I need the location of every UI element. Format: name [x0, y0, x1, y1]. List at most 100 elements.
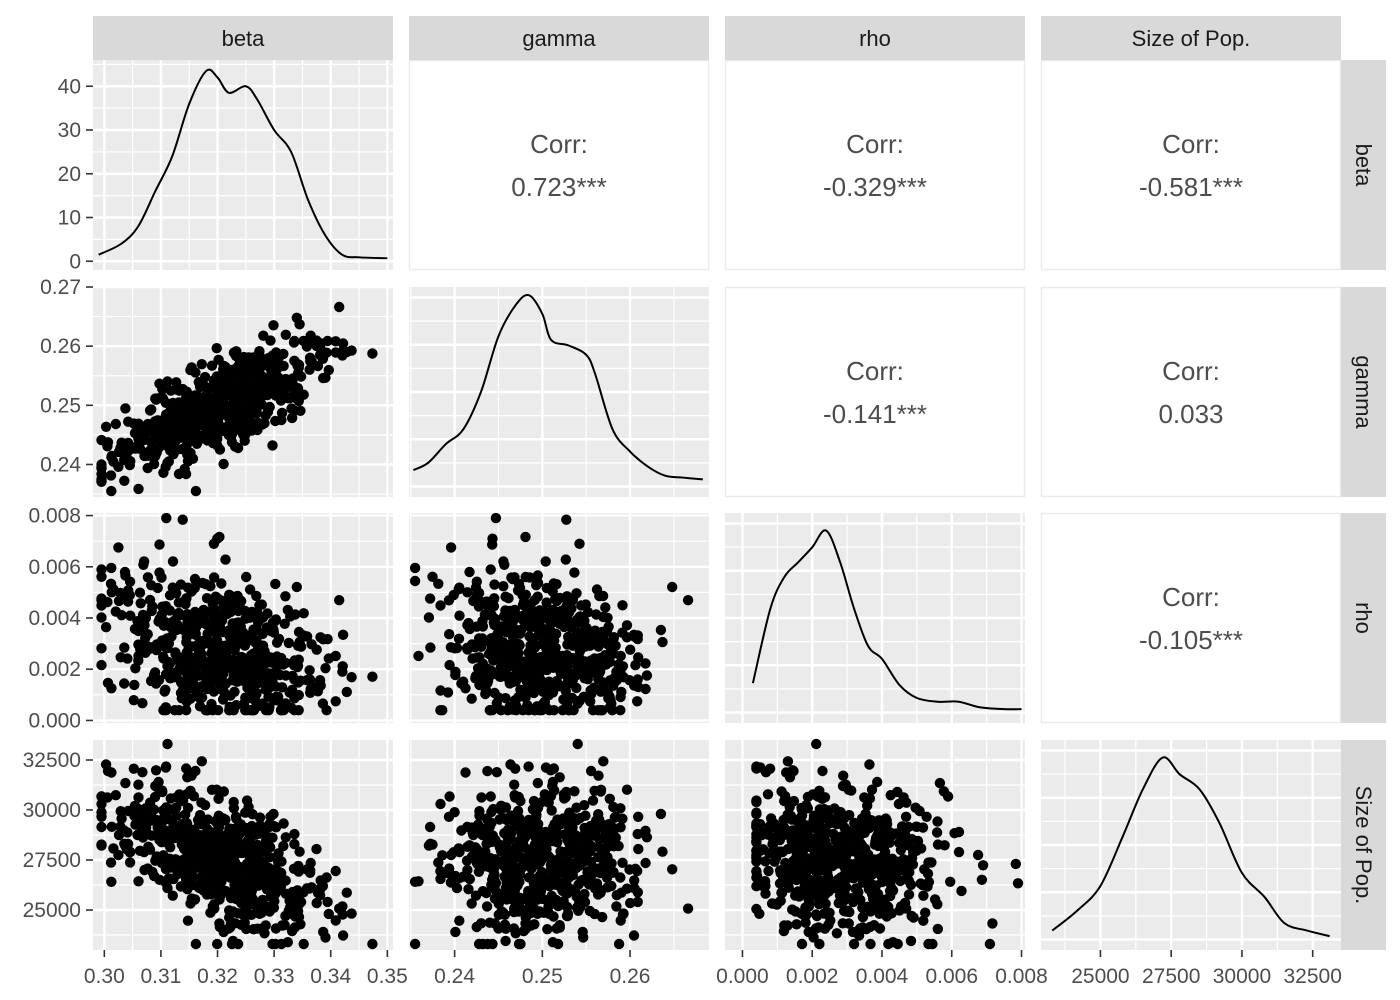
scatter-point: [550, 863, 561, 875]
scatter-point: [797, 886, 809, 898]
scatter-point: [615, 705, 626, 716]
scatter-point: [468, 595, 479, 607]
scatter-point: [450, 666, 461, 677]
scatter-point: [286, 403, 297, 414]
x-tick-label: 0.002: [786, 965, 839, 988]
scatter-point: [150, 855, 161, 866]
scatter-point: [444, 791, 455, 802]
scatter-point: [501, 889, 512, 900]
scatter-point: [255, 357, 266, 368]
scatter-point: [473, 938, 485, 950]
scatter-point: [487, 533, 498, 544]
scatter-point: [594, 666, 606, 677]
scatter-point: [367, 348, 378, 359]
scatter-point: [270, 578, 281, 590]
scatter-point: [462, 587, 473, 598]
scatter-point: [244, 632, 255, 643]
scatter-point: [503, 661, 514, 672]
scatter-point: [931, 827, 943, 838]
scatter-point: [593, 641, 604, 652]
scatter-point: [491, 767, 502, 778]
scatter-point: [120, 403, 131, 414]
scatter-point: [233, 894, 244, 905]
corr-title-0-2: Corr:: [846, 129, 904, 159]
scatter-point: [244, 363, 256, 374]
scatter-point: [632, 865, 643, 877]
scatter-point: [953, 826, 965, 838]
y-tick-label: 0.002: [28, 658, 81, 681]
scatter-point: [633, 652, 644, 663]
scatter-point: [224, 912, 235, 923]
scatter-point: [194, 381, 206, 393]
scatter-point: [569, 640, 580, 651]
scatter-point: [764, 821, 775, 832]
scatter-point: [152, 582, 163, 594]
scatter-point: [632, 887, 643, 898]
scatter-point: [551, 614, 562, 625]
scatter-point: [561, 514, 572, 525]
scatter-point: [466, 693, 477, 704]
scatter-point: [159, 825, 170, 836]
scatter-point: [458, 676, 469, 687]
scatter-point: [682, 595, 694, 606]
scatter-point: [540, 762, 552, 773]
scatter-point: [425, 642, 436, 653]
scatter-point: [253, 880, 264, 891]
x-tick-label: 32500: [1283, 965, 1341, 988]
scatter-point: [927, 938, 938, 950]
scatter-point: [977, 860, 989, 871]
scatter-point: [498, 556, 509, 567]
scatter-point: [146, 605, 157, 617]
scatter-point: [244, 410, 256, 422]
scatter-point: [461, 642, 473, 654]
scatter-point: [883, 909, 894, 920]
corr-value-1-2: -0.141***: [823, 399, 927, 429]
scatter-point: [868, 854, 879, 865]
scatter-point: [633, 811, 644, 822]
scatter-point: [162, 457, 173, 468]
scatter-point: [534, 870, 545, 881]
scatter-point: [213, 877, 224, 888]
scatter-point: [130, 819, 141, 830]
row-strip-label-0: beta: [1351, 144, 1376, 188]
scatter-point: [409, 575, 421, 587]
scatter-point: [600, 602, 611, 613]
scatter-point: [199, 800, 211, 811]
scatter-point: [462, 841, 473, 852]
scatter-point: [298, 335, 309, 347]
scatter-point: [254, 395, 265, 406]
scatter-point: [161, 512, 172, 524]
scatter-point: [625, 897, 636, 909]
scatter-point: [241, 893, 252, 904]
scatter-point: [222, 605, 233, 616]
scatter-point: [265, 335, 276, 346]
scatter-point: [543, 614, 555, 625]
x-tick-label: 0.006: [925, 965, 978, 988]
scatter-point: [106, 876, 117, 887]
scatter-point: [413, 876, 424, 887]
scatter-2-0: [96, 512, 378, 716]
scatter-point: [599, 650, 611, 661]
scatter-point: [598, 756, 609, 767]
scatter-point: [859, 827, 870, 838]
scatter-point: [247, 870, 258, 881]
scatter-point: [202, 683, 213, 695]
y-tick-label: 27500: [23, 849, 81, 872]
scatter-point: [108, 843, 119, 854]
scatter-point: [280, 832, 291, 843]
scatter-point: [96, 791, 107, 802]
scatter-point: [124, 589, 135, 601]
scatter-point: [257, 612, 269, 623]
scatter-point: [460, 767, 471, 778]
scatter-point: [304, 352, 316, 363]
scatter-point: [284, 393, 295, 404]
scatter-point: [516, 827, 527, 839]
scatter-point: [864, 921, 876, 933]
scatter-point: [811, 738, 822, 750]
scatter-point: [289, 355, 300, 366]
scatter-point: [306, 882, 317, 893]
scatter-point: [482, 765, 493, 777]
scatter-point: [228, 383, 239, 394]
scatter-point: [213, 392, 225, 404]
scatter-point: [159, 686, 170, 697]
